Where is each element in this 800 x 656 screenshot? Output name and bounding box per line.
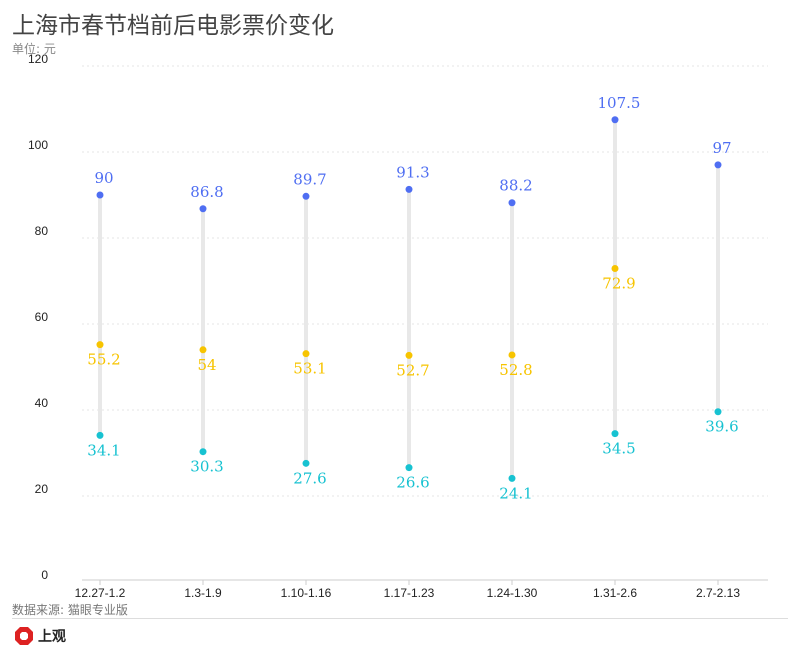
- y-tick-label: 0: [41, 568, 48, 582]
- chart-area: 0 20 40 60 80 100 120 12.27-1.2 90 55.2 34.1 1.3-1.…: [28, 52, 768, 600]
- y-tick-label: 60: [35, 310, 49, 324]
- low-data-label: 39.6: [705, 418, 738, 436]
- mid-point: [199, 346, 207, 354]
- high-point: [508, 199, 516, 207]
- high-point: [405, 185, 413, 193]
- x-tick-label: 1.31-2.6: [593, 586, 637, 600]
- low-point: [96, 431, 104, 439]
- high-data-label: 107.5: [598, 94, 641, 112]
- low-point: [611, 430, 619, 438]
- unit-label: 单位: 元: [12, 42, 56, 56]
- low-point: [405, 464, 413, 472]
- low-point: [199, 448, 207, 456]
- y-tick-label: 100: [28, 138, 48, 152]
- high-point: [199, 205, 207, 213]
- low-data-label: 34.1: [87, 441, 120, 459]
- high-point: [611, 116, 619, 124]
- high-point: [96, 191, 104, 199]
- y-tick-label: 40: [35, 396, 49, 410]
- high-point: [302, 192, 310, 200]
- high-point: [714, 161, 722, 169]
- mid-data-label: 72.9: [602, 275, 635, 293]
- high-data-label: 86.8: [190, 183, 223, 201]
- mid-data-label: 54: [197, 356, 216, 374]
- x-tick-label: 1.17-1.23: [384, 586, 435, 600]
- high-data-label: 88.2: [499, 177, 532, 195]
- low-point: [714, 408, 722, 416]
- mid-point: [508, 351, 516, 359]
- y-tick-label: 120: [28, 52, 48, 66]
- mid-point: [611, 265, 619, 273]
- x-tick-label: 2.7-2.13: [696, 586, 740, 600]
- mid-data-label: 52.7: [396, 361, 429, 379]
- mid-point: [405, 351, 413, 359]
- low-data-label: 24.1: [499, 484, 532, 502]
- high-data-label: 91.3: [396, 163, 429, 181]
- footer-divider: [12, 618, 788, 619]
- high-data-label: 97: [712, 139, 731, 157]
- x-tick-label: 12.27-1.2: [75, 586, 126, 600]
- source-note: 数据来源: 猫眼专业版: [12, 603, 128, 617]
- high-data-label: 89.7: [293, 170, 326, 188]
- low-data-label: 34.5: [602, 440, 635, 458]
- low-point: [302, 459, 310, 467]
- x-tick-label: 1.10-1.16: [281, 586, 332, 600]
- low-data-label: 27.6: [293, 469, 326, 487]
- y-tick-label: 20: [35, 482, 49, 496]
- mid-data-label: 52.8: [499, 361, 532, 379]
- mid-point: [96, 341, 104, 349]
- logo-text: 上观: [38, 629, 66, 645]
- mid-point: [302, 350, 310, 358]
- low-data-label: 26.6: [396, 474, 429, 492]
- mid-data-label: 53.1: [293, 360, 326, 378]
- chart-title: 上海市春节档前后电影票价变化: [12, 13, 334, 39]
- low-point: [508, 474, 516, 482]
- y-tick-label: 80: [35, 224, 49, 238]
- mid-data-label: 55.2: [87, 351, 120, 369]
- logo: 上观: [14, 626, 66, 646]
- high-data-label: 90: [94, 169, 113, 187]
- low-data-label: 30.3: [190, 458, 223, 476]
- x-tick-label: 1.24-1.30: [487, 586, 538, 600]
- logo-icon: [15, 627, 33, 645]
- x-tick-label: 1.3-1.9: [184, 586, 222, 600]
